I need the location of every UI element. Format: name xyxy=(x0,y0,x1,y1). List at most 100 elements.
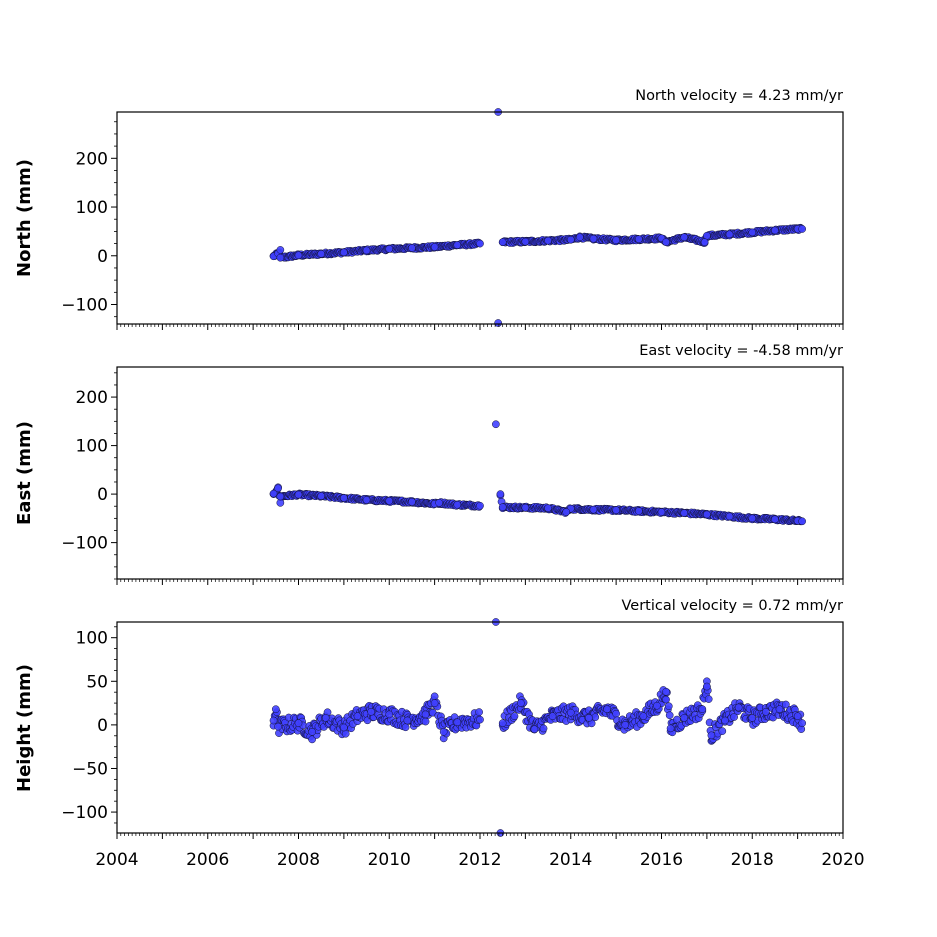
east-y-tick-label: 100 xyxy=(76,437,108,457)
north-scatter-point xyxy=(566,235,575,244)
height-scatter-point xyxy=(639,712,648,721)
height-x-tick-label: 2020 xyxy=(821,850,864,870)
height-panel: Vertical velocity = 0.72 mm/yr Height (m… xyxy=(14,598,865,870)
height-scatter-point xyxy=(539,724,548,733)
east-scatter-point xyxy=(340,494,348,502)
east-scatter-point xyxy=(492,420,500,429)
east-scatter-point xyxy=(725,512,734,521)
height-scatter-point xyxy=(662,695,670,704)
height-scatter-point xyxy=(762,707,770,716)
height-scatter-point xyxy=(704,695,713,703)
height-scatter-point xyxy=(421,710,430,719)
height-scatter-point xyxy=(698,705,707,714)
height-scatter-point xyxy=(321,714,330,722)
height-x-tick-label: 2012 xyxy=(458,850,501,870)
north-panel: North velocity = 4.23 mm/yr North (mm) −… xyxy=(14,88,844,330)
north-axes-frame xyxy=(116,111,844,325)
east-panel: East velocity = -4.58 mm/yr East (mm) −1… xyxy=(14,343,844,585)
north-scatter-point xyxy=(662,238,670,246)
north-scatter-point xyxy=(362,246,371,255)
height-scatter-point xyxy=(798,719,807,727)
height-y-axis-label: Height (mm) xyxy=(14,664,35,792)
height-scatter-point xyxy=(566,708,575,717)
east-scatter-point xyxy=(453,500,462,509)
height-scatter-point xyxy=(269,716,278,725)
height-scatter-point xyxy=(340,723,348,732)
height-scatter-point xyxy=(707,731,716,740)
height-x-tick-label: 2016 xyxy=(640,850,683,870)
height-scatter-point xyxy=(421,717,430,726)
north-scatter-point xyxy=(340,248,348,257)
height-scatter-point xyxy=(530,725,539,734)
height-scatter-point xyxy=(453,718,462,727)
height-scatter-point xyxy=(367,707,375,716)
east-scatter-point xyxy=(274,484,282,493)
east-scatter-point xyxy=(269,489,278,498)
height-scatter-point xyxy=(274,722,282,731)
east-scatter-point xyxy=(498,503,507,512)
east-scatter-point xyxy=(435,498,444,507)
east-scatter-point xyxy=(385,497,394,505)
north-y-tick-label: 0 xyxy=(97,247,108,267)
height-scatter-point xyxy=(603,705,611,714)
north-scatter-point xyxy=(725,230,734,239)
east-y-tick-label: 0 xyxy=(97,485,108,505)
height-scatter-point xyxy=(475,708,483,716)
east-scatter-point xyxy=(476,501,484,510)
east-y-tick-label: −100 xyxy=(61,534,108,554)
height-x-tick-label: 2014 xyxy=(549,850,592,870)
east-scatter-point xyxy=(612,506,620,514)
height-scatter-point xyxy=(662,687,670,696)
height-y-tick-label: −50 xyxy=(72,759,108,779)
east-y-axis-label: East (mm) xyxy=(14,421,35,525)
east-scatter-point xyxy=(521,503,530,512)
north-y-axis-label: North (mm) xyxy=(14,159,35,277)
north-scatter-point xyxy=(453,241,462,249)
height-scatter-point xyxy=(664,702,673,711)
height-x-tick-label: 2006 xyxy=(186,850,229,870)
height-scatter-point xyxy=(665,711,674,720)
height-scatter-point xyxy=(308,728,316,736)
north-scatter-point xyxy=(276,246,285,254)
east-scatter-point xyxy=(294,490,303,499)
height-scatter-point xyxy=(585,714,593,722)
height-scatter-point xyxy=(721,716,729,725)
height-x-tick-label: 2018 xyxy=(731,850,774,870)
north-scatter-point xyxy=(748,228,757,237)
east-scatter-point xyxy=(544,504,552,513)
height-x-tick-label: 2004 xyxy=(95,850,138,870)
height-scatter-point xyxy=(793,712,802,721)
east-scatter-point xyxy=(496,490,505,498)
north-y-tick-label: 200 xyxy=(76,149,108,169)
height-scatter-point xyxy=(385,710,394,719)
height-x-tick-label: 2010 xyxy=(368,850,411,870)
north-scatter-point xyxy=(634,235,643,244)
height-scatter-point xyxy=(612,709,620,718)
height-scatter-point xyxy=(353,712,362,721)
height-y-ticks: −100 −50 0 50 100 xyxy=(61,626,117,824)
north-scatter-point xyxy=(589,234,598,243)
east-scatter-point xyxy=(408,498,416,506)
height-scatter-point xyxy=(666,724,675,733)
north-scatter-point xyxy=(771,226,779,235)
north-y-tick-label: −100 xyxy=(61,296,108,316)
height-y-tick-label: 0 xyxy=(97,716,108,736)
east-scatter-point xyxy=(748,514,757,523)
north-scatter-point xyxy=(612,236,620,245)
north-scatter-point xyxy=(521,237,530,246)
east-scatter-point xyxy=(657,508,666,516)
north-scatter-point xyxy=(476,239,484,248)
height-scatter-point xyxy=(476,715,484,724)
height-y-tick-label: 50 xyxy=(86,672,108,692)
height-scatter-point xyxy=(430,699,439,707)
height-scatter-point xyxy=(730,713,738,721)
east-scatter-point xyxy=(317,492,326,500)
east-scatter-point xyxy=(562,508,571,516)
east-y-tick-label: 200 xyxy=(76,388,108,408)
height-scatter-point xyxy=(621,721,630,729)
height-scatter-point xyxy=(401,723,410,732)
height-scatter-points xyxy=(269,618,807,837)
north-scatter-point xyxy=(700,238,709,246)
height-x-ticks: 2004 2006 2008 2010 2012 2014 2016 2018 2020 xyxy=(95,833,865,870)
